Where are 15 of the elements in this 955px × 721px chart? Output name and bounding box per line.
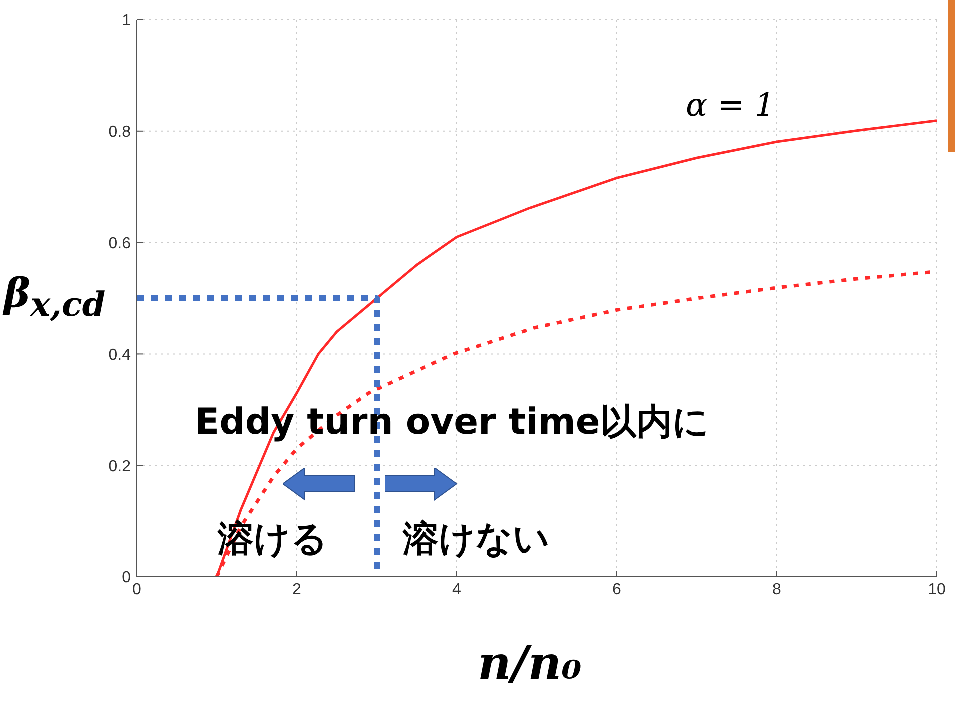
- x-tick-label: 6: [612, 581, 622, 598]
- x-tick-label: 8: [772, 581, 782, 598]
- y-tick-label: 0: [122, 570, 132, 587]
- annotation: 溶けない: [403, 518, 550, 562]
- y-tick-label: 0.8: [108, 124, 132, 142]
- x-tick-label: 10: [928, 581, 946, 598]
- x-axis-title: n/n₀: [478, 636, 582, 690]
- y-tick-label: 1: [122, 12, 132, 30]
- y-tick-label: 0.2: [108, 458, 132, 476]
- y-tick-label: 0.6: [108, 235, 132, 252]
- x-tick-label: 2: [292, 581, 302, 598]
- y-axis-title: β$_{x,cd}$: [4, 270, 106, 324]
- annotation: α = 1: [686, 86, 776, 124]
- y-tick-label: 0.4: [108, 346, 132, 364]
- x-tick-label: 4: [452, 581, 462, 598]
